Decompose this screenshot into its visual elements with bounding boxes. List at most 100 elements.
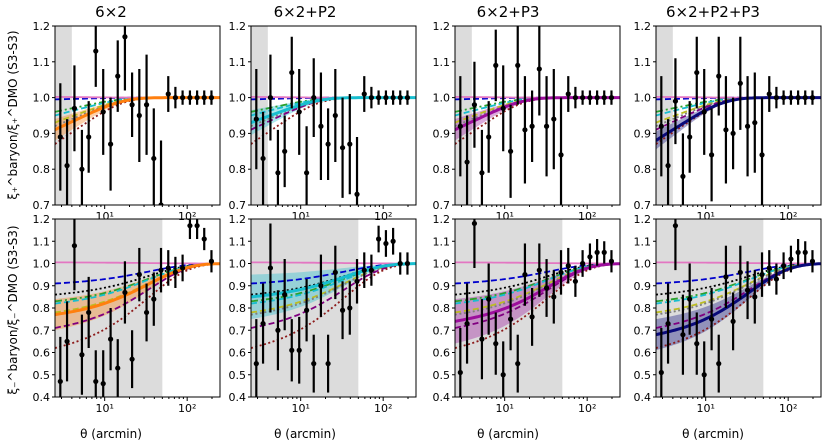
- data-point: [788, 256, 794, 262]
- data-point: [594, 249, 600, 255]
- x-axis-label-col-2: θ (arcmin): [274, 427, 336, 441]
- data-point: [332, 269, 338, 275]
- data-point: [737, 80, 743, 86]
- data-point: [57, 134, 63, 140]
- y-tick-label: 0.7: [634, 199, 652, 212]
- x-tick-label: 10¹: [291, 402, 309, 415]
- panel-plot-area: [455, 219, 620, 397]
- data-point: [165, 91, 171, 97]
- y-tick-label: 0.9: [229, 127, 247, 140]
- data-point: [347, 141, 353, 147]
- data-point: [665, 163, 671, 169]
- y-tick-label: 0.8: [229, 302, 247, 315]
- data-point: [522, 272, 528, 278]
- y-tick-label: 0.9: [634, 127, 652, 140]
- data-point: [744, 287, 751, 293]
- data-point: [275, 327, 281, 333]
- data-point: [665, 320, 671, 327]
- data-point: [529, 123, 535, 129]
- data-point: [565, 91, 571, 97]
- y-tick-label: 1.1: [634, 56, 652, 69]
- data-point: [339, 307, 346, 313]
- panel-r2-c3: 0.4 0.5 0.6 0.7 0.8 0.9 1.0 1.1 1.2 10¹ 10²: [433, 213, 621, 415]
- y-tick-label: 0.8: [634, 163, 652, 176]
- x-tick-label: 10¹: [696, 402, 714, 415]
- data-point: [404, 95, 411, 101]
- data-point: [57, 378, 63, 385]
- data-point: [464, 320, 470, 327]
- data-point: [289, 347, 295, 353]
- data-point: [79, 166, 85, 172]
- y-tick-label: 1.1: [433, 235, 451, 248]
- data-point: [143, 309, 150, 316]
- y-tick-label: 1.2: [229, 213, 247, 226]
- best-fit-band: [455, 97, 620, 141]
- data-point: [282, 148, 288, 154]
- panel-titles: 6×2 6×2+P2 6×2+P3 6×2+P2+P3: [95, 3, 760, 21]
- data-point: [260, 155, 266, 162]
- data-point: [579, 95, 586, 101]
- data-point: [404, 260, 411, 267]
- panel-r2-c1: 0.4 0.5 0.6 0.7 0.8 0.9 1.0 1.1 1.2 10¹ 10²: [33, 213, 221, 415]
- data-point: [172, 269, 178, 275]
- model-curve-6: [251, 96, 416, 131]
- data-point: [788, 95, 794, 101]
- data-point: [108, 141, 114, 147]
- y-tick-label: 0.7: [433, 199, 451, 212]
- title-col-1: 6×2: [95, 3, 127, 21]
- y-tick-label: 0.9: [229, 280, 247, 293]
- y-tick-label: 1.2: [634, 20, 652, 33]
- data-point: [267, 265, 274, 271]
- data-point: [108, 336, 114, 342]
- x-tick-label: 10²: [178, 210, 196, 223]
- data-point: [536, 267, 542, 273]
- data-point: [187, 95, 193, 101]
- data-point: [64, 338, 70, 344]
- data-point: [325, 141, 331, 147]
- data-point: [289, 69, 295, 76]
- data-point: [208, 95, 215, 101]
- data-point: [809, 258, 816, 264]
- y-tick-label: 1.1: [229, 235, 247, 248]
- data-point: [479, 170, 485, 176]
- data-point: [687, 296, 693, 302]
- data-point: [311, 361, 317, 367]
- data-point: [558, 269, 564, 275]
- panel-plot-area: [455, 26, 620, 205]
- y-tick-label: 0.4: [229, 391, 247, 404]
- data-point: [802, 95, 808, 101]
- y-tick-label: 0.4: [33, 391, 51, 404]
- data-point: [115, 365, 121, 371]
- y-tick-label: 1.1: [433, 56, 451, 69]
- y-tick-label: 0.5: [634, 369, 652, 382]
- data-point: [716, 361, 722, 367]
- data-point: [680, 332, 686, 338]
- x-tick-label: 10¹: [95, 402, 113, 415]
- data-point: [471, 220, 478, 227]
- data-point: [100, 381, 106, 387]
- y-tick-label: 1.0: [229, 92, 247, 105]
- data-point: [543, 285, 550, 291]
- data-point: [296, 109, 302, 115]
- data-point: [809, 95, 816, 101]
- data-point: [368, 267, 374, 273]
- y-tick-label: 1.2: [229, 20, 247, 33]
- data-point: [129, 102, 135, 108]
- data-point: [730, 318, 736, 324]
- x-axis-label-col-4: θ (arcmin): [682, 427, 744, 441]
- model-curve-9: [455, 261, 620, 265]
- data-point: [766, 91, 772, 97]
- data-point: [500, 105, 506, 111]
- y-tick-label: 1.1: [634, 235, 652, 248]
- y-axis-label-bottom: ξ₋^baryon/ξ₋^DMO (S3-S3): [6, 225, 20, 394]
- best-fit-line: [55, 262, 220, 317]
- panel-r2-c2: 0.4 0.5 0.6 0.7 0.8 0.9 1.0 1.1 1.2 10¹ 10²: [229, 213, 417, 415]
- data-point: [572, 278, 578, 284]
- x-tick-label: 10²: [178, 402, 196, 415]
- data-point: [64, 163, 70, 169]
- data-point: [143, 102, 150, 108]
- y-tick-label: 0.8: [33, 163, 51, 176]
- x-tick-label: 10²: [779, 210, 797, 223]
